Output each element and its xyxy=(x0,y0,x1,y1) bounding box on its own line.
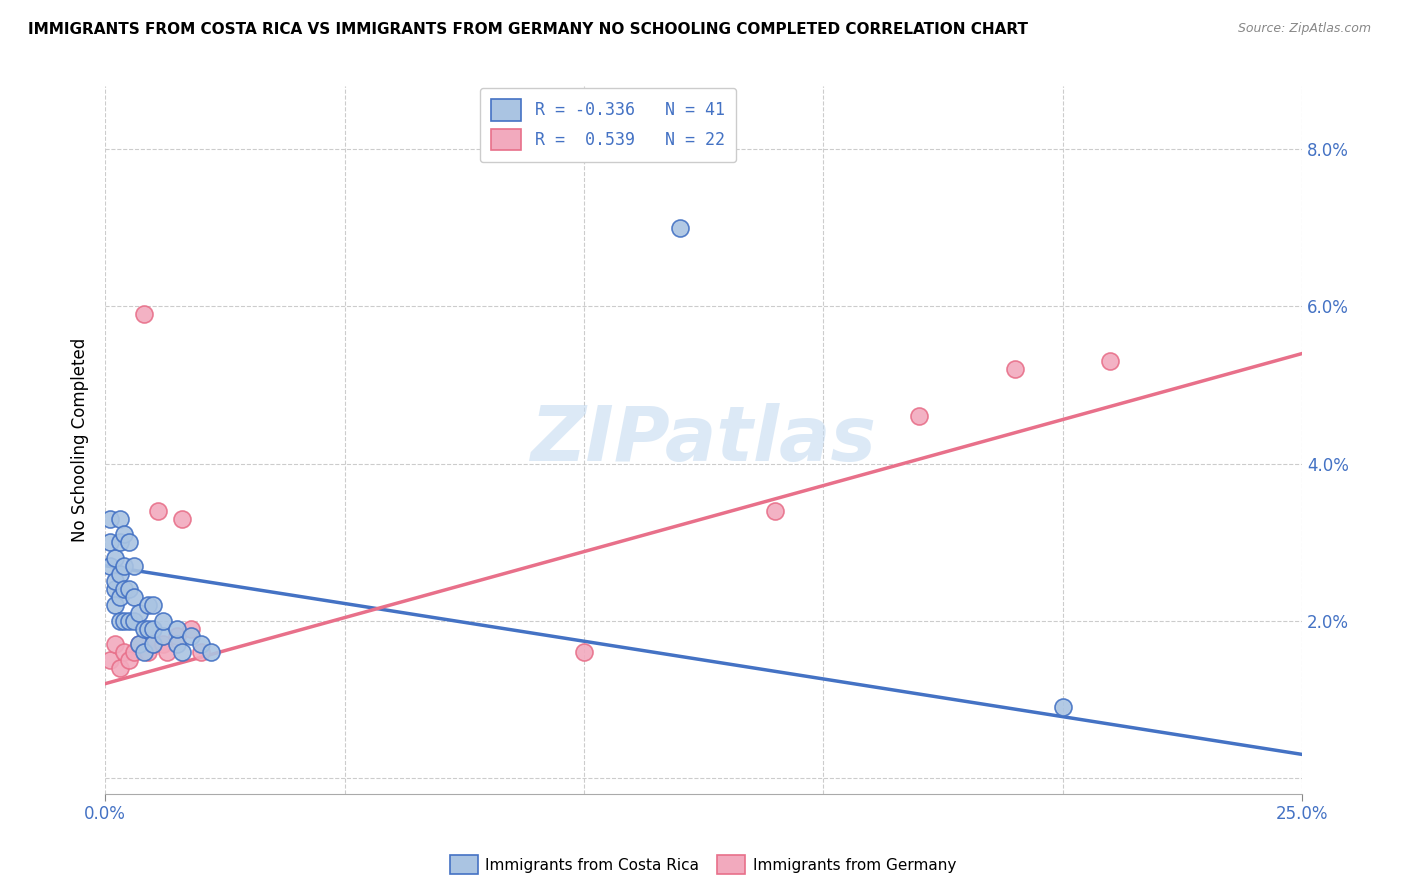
Point xyxy=(132,307,155,321)
Point xyxy=(190,645,212,659)
Point xyxy=(668,220,690,235)
Point xyxy=(98,558,121,573)
Point xyxy=(108,511,131,525)
Point xyxy=(908,409,931,424)
Point xyxy=(200,645,222,659)
Point xyxy=(112,645,135,659)
Point xyxy=(98,511,121,525)
Point xyxy=(104,637,127,651)
Point xyxy=(152,637,174,651)
Point xyxy=(108,535,131,549)
Point xyxy=(112,582,135,597)
Point xyxy=(166,622,188,636)
Point xyxy=(122,558,145,573)
Point xyxy=(118,582,141,597)
Point xyxy=(142,622,165,636)
Point xyxy=(98,653,121,667)
Point xyxy=(166,630,188,644)
Point xyxy=(104,598,127,612)
Legend: Immigrants from Costa Rica, Immigrants from Germany: Immigrants from Costa Rica, Immigrants f… xyxy=(444,849,962,880)
Point xyxy=(112,527,135,541)
Point xyxy=(112,614,135,628)
Point xyxy=(122,645,145,659)
Point xyxy=(152,614,174,628)
Point xyxy=(763,504,786,518)
Point xyxy=(170,511,193,525)
Text: Source: ZipAtlas.com: Source: ZipAtlas.com xyxy=(1237,22,1371,36)
Point xyxy=(1052,700,1074,714)
Point xyxy=(104,550,127,565)
Point xyxy=(122,614,145,628)
Point xyxy=(108,566,131,581)
Legend: R = -0.336   N = 41, R =  0.539   N = 22: R = -0.336 N = 41, R = 0.539 N = 22 xyxy=(479,87,737,162)
Point xyxy=(146,504,169,518)
Point xyxy=(156,645,179,659)
Point xyxy=(128,637,150,651)
Point xyxy=(112,558,135,573)
Point xyxy=(108,591,131,605)
Point xyxy=(132,645,155,659)
Point xyxy=(136,645,159,659)
Point xyxy=(118,653,141,667)
Point xyxy=(108,661,131,675)
Point xyxy=(104,574,127,589)
Point xyxy=(572,645,595,659)
Point xyxy=(180,630,202,644)
Point xyxy=(190,637,212,651)
Point xyxy=(142,598,165,612)
Point xyxy=(1004,362,1026,376)
Point xyxy=(118,614,141,628)
Point xyxy=(118,535,141,549)
Point xyxy=(136,622,159,636)
Point xyxy=(136,598,159,612)
Point xyxy=(1099,354,1122,368)
Point xyxy=(128,606,150,620)
Point xyxy=(108,614,131,628)
Point xyxy=(152,630,174,644)
Text: IMMIGRANTS FROM COSTA RICA VS IMMIGRANTS FROM GERMANY NO SCHOOLING COMPLETED COR: IMMIGRANTS FROM COSTA RICA VS IMMIGRANTS… xyxy=(28,22,1028,37)
Point xyxy=(142,637,165,651)
Point xyxy=(142,637,165,651)
Point xyxy=(132,622,155,636)
Text: ZIPatlas: ZIPatlas xyxy=(530,403,876,477)
Point xyxy=(166,637,188,651)
Point xyxy=(98,535,121,549)
Y-axis label: No Schooling Completed: No Schooling Completed xyxy=(72,338,89,542)
Point xyxy=(180,622,202,636)
Point xyxy=(170,645,193,659)
Point xyxy=(128,637,150,651)
Point xyxy=(122,591,145,605)
Point xyxy=(104,582,127,597)
